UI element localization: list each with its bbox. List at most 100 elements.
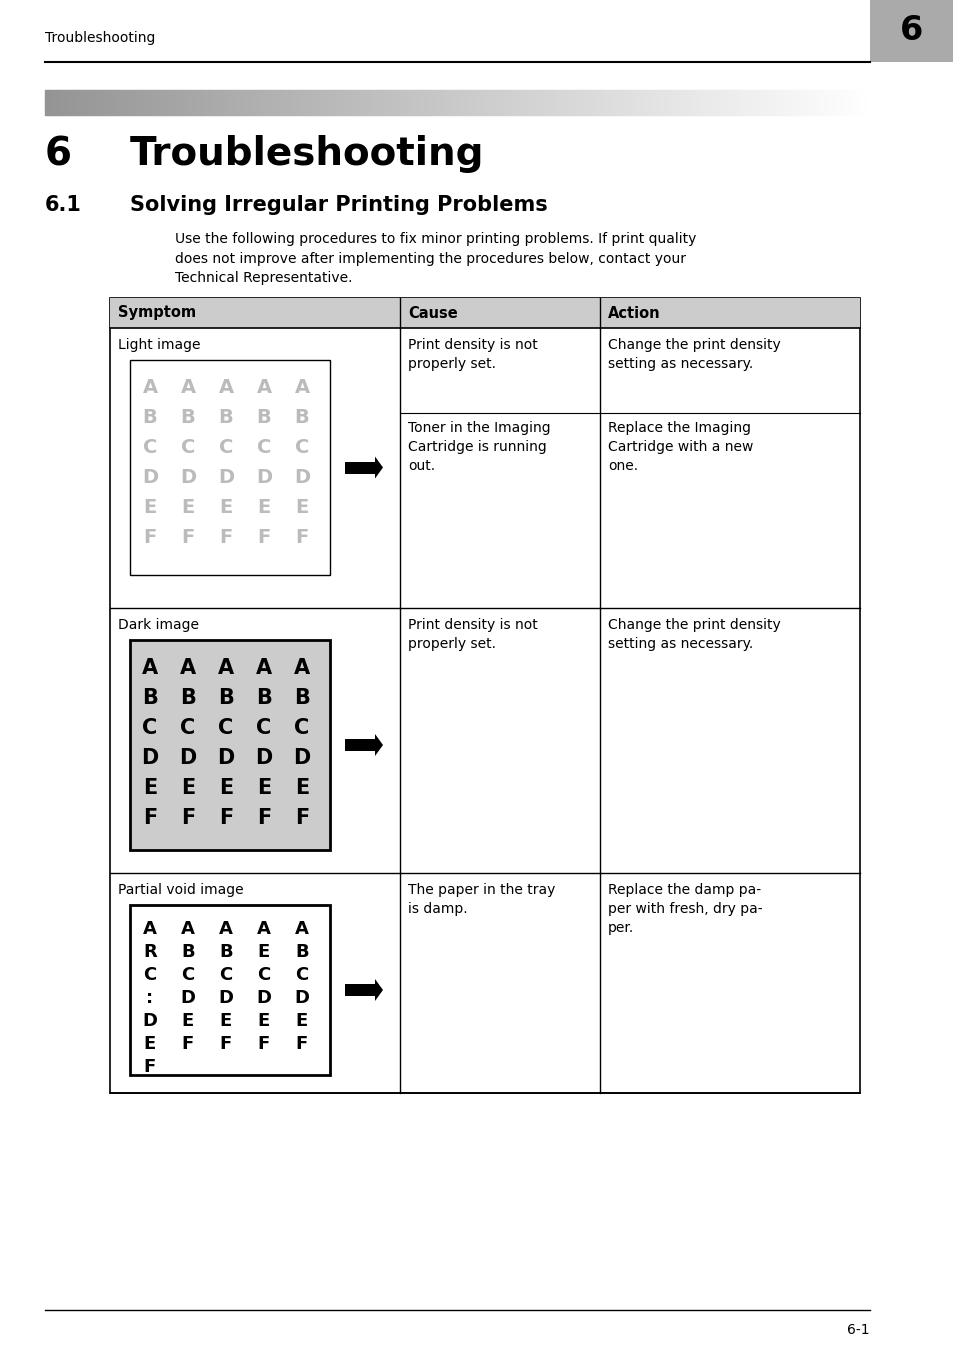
Text: D: D xyxy=(294,468,310,487)
Text: D: D xyxy=(256,990,272,1007)
Text: Troubleshooting: Troubleshooting xyxy=(45,31,155,45)
Text: E: E xyxy=(257,942,270,961)
Text: E: E xyxy=(182,1013,193,1030)
Text: E: E xyxy=(294,777,309,798)
Text: D: D xyxy=(294,990,309,1007)
Text: Change the print density
setting as necessary.: Change the print density setting as nece… xyxy=(607,338,780,370)
Text: F: F xyxy=(294,808,309,827)
Text: E: E xyxy=(219,1013,232,1030)
Text: D: D xyxy=(255,748,273,768)
Text: A: A xyxy=(294,379,309,397)
Text: Print density is not
properly set.: Print density is not properly set. xyxy=(408,618,537,650)
Text: D: D xyxy=(180,468,196,487)
Text: 6: 6 xyxy=(45,135,71,173)
Text: :: : xyxy=(146,990,153,1007)
Text: F: F xyxy=(257,1036,270,1053)
Text: A: A xyxy=(217,658,233,677)
Text: F: F xyxy=(143,529,156,548)
Text: A: A xyxy=(218,379,233,397)
Text: E: E xyxy=(219,498,233,516)
Text: A: A xyxy=(142,658,158,677)
Text: B: B xyxy=(142,688,158,708)
Text: C: C xyxy=(180,718,195,738)
Text: C: C xyxy=(218,718,233,738)
Bar xyxy=(869,0,953,62)
Bar xyxy=(130,904,330,1075)
Text: Troubleshooting: Troubleshooting xyxy=(130,135,484,173)
Text: Replace the Imaging
Cartridge with a new
one.: Replace the Imaging Cartridge with a new… xyxy=(607,420,753,473)
Text: Cause: Cause xyxy=(408,306,457,320)
Text: E: E xyxy=(143,498,156,516)
Text: Action: Action xyxy=(607,306,659,320)
Text: Symptom: Symptom xyxy=(118,306,196,320)
Text: F: F xyxy=(218,808,233,827)
Text: F: F xyxy=(256,808,271,827)
Text: C: C xyxy=(143,965,156,984)
Text: E: E xyxy=(295,498,309,516)
Text: A: A xyxy=(180,658,196,677)
Text: F: F xyxy=(144,1059,156,1076)
Text: F: F xyxy=(181,808,195,827)
Text: D: D xyxy=(217,468,233,487)
Text: Partial void image: Partial void image xyxy=(118,883,243,896)
Text: F: F xyxy=(182,1036,193,1053)
Text: C: C xyxy=(181,965,194,984)
Text: C: C xyxy=(294,438,309,457)
Text: A: A xyxy=(294,919,309,938)
Text: A: A xyxy=(219,919,233,938)
Text: D: D xyxy=(294,748,311,768)
Text: E: E xyxy=(295,1013,308,1030)
Text: C: C xyxy=(256,438,271,457)
Text: 6.1: 6.1 xyxy=(45,195,82,215)
Text: F: F xyxy=(143,808,157,827)
Polygon shape xyxy=(375,457,382,479)
Text: E: E xyxy=(181,498,194,516)
Text: B: B xyxy=(218,688,233,708)
Bar xyxy=(110,297,859,329)
Text: B: B xyxy=(294,942,309,961)
Text: E: E xyxy=(181,777,195,798)
Text: Dark image: Dark image xyxy=(118,618,199,631)
Text: F: F xyxy=(181,529,194,548)
Text: D: D xyxy=(141,748,158,768)
Text: Solving Irregular Printing Problems: Solving Irregular Printing Problems xyxy=(130,195,547,215)
Text: E: E xyxy=(257,1013,270,1030)
Text: A: A xyxy=(181,919,194,938)
Text: Replace the damp pa-
per with fresh, dry pa-
per.: Replace the damp pa- per with fresh, dry… xyxy=(607,883,761,934)
Text: F: F xyxy=(219,529,233,548)
Text: D: D xyxy=(180,990,195,1007)
Polygon shape xyxy=(345,740,375,750)
Text: A: A xyxy=(256,379,272,397)
Polygon shape xyxy=(375,734,382,756)
Text: B: B xyxy=(180,688,195,708)
Text: F: F xyxy=(219,1036,232,1053)
Text: B: B xyxy=(255,688,272,708)
Bar xyxy=(130,360,330,575)
Text: R: R xyxy=(143,942,156,961)
Polygon shape xyxy=(345,984,375,996)
Text: D: D xyxy=(217,748,234,768)
Text: C: C xyxy=(142,718,157,738)
Text: E: E xyxy=(257,498,271,516)
Text: Toner in the Imaging
Cartridge is running
out.: Toner in the Imaging Cartridge is runnin… xyxy=(408,420,550,473)
Text: C: C xyxy=(257,965,271,984)
Text: E: E xyxy=(256,777,271,798)
Text: B: B xyxy=(219,942,233,961)
Text: C: C xyxy=(256,718,272,738)
Text: F: F xyxy=(295,1036,308,1053)
Polygon shape xyxy=(345,461,375,473)
Text: B: B xyxy=(180,408,195,427)
Text: 6-1: 6-1 xyxy=(846,1324,869,1337)
Text: C: C xyxy=(219,965,233,984)
Text: B: B xyxy=(218,408,233,427)
Text: Use the following procedures to fix minor printing problems. If print quality
do: Use the following procedures to fix mino… xyxy=(174,233,696,285)
Text: C: C xyxy=(294,718,310,738)
Text: D: D xyxy=(255,468,272,487)
Text: B: B xyxy=(181,942,194,961)
Bar xyxy=(110,297,859,1092)
Text: A: A xyxy=(255,658,272,677)
Text: B: B xyxy=(256,408,271,427)
Text: C: C xyxy=(181,438,195,457)
Text: Change the print density
setting as necessary.: Change the print density setting as nece… xyxy=(607,618,780,650)
Text: B: B xyxy=(294,408,309,427)
